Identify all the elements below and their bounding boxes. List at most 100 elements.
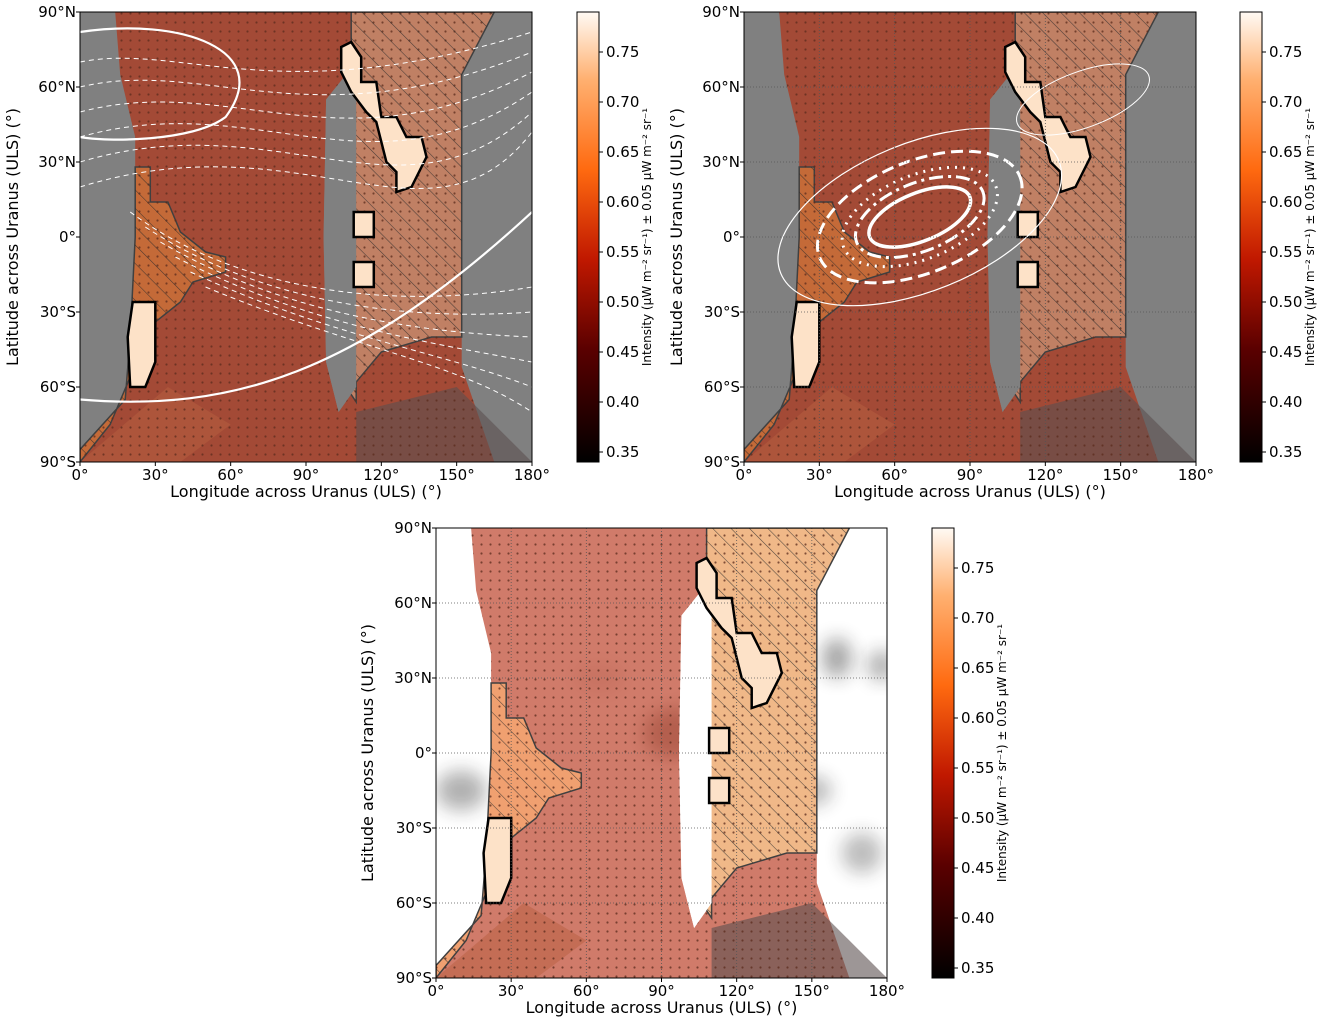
y-tick-label: 90°S xyxy=(704,453,740,471)
x-tick-label: 60° xyxy=(217,466,244,484)
x-tick-label: 30° xyxy=(806,466,833,484)
blob-mark xyxy=(866,650,887,681)
thin-outer-contour xyxy=(1016,63,1150,136)
x-tick-label: 180° xyxy=(869,982,905,1000)
y-tick-label: 0° xyxy=(59,228,76,246)
white-patch-box-1 xyxy=(1016,210,1040,239)
colorbar-tick-label: 0.40 xyxy=(606,393,639,411)
x-axis-label: Longitude across Uranus (ULS) (°) xyxy=(834,482,1106,501)
x-tick-label: 120° xyxy=(363,466,399,484)
chart-panel-1: 0° 30° 60° 90° 120° 150° 180° 90°S 60°S 30°S 0° 30°… xyxy=(3,3,654,501)
white-patch-box-2 xyxy=(1016,260,1040,289)
x-tick-label: 90° xyxy=(648,982,675,1000)
contour-dashed xyxy=(80,51,532,96)
white-patch-south xyxy=(126,300,157,389)
colorbar-tick-label: 0.40 xyxy=(1269,393,1302,411)
y-tick-label: 60°S xyxy=(704,378,740,396)
oval-contour-2 xyxy=(853,174,986,260)
y-tick-label: 30°N xyxy=(38,153,76,171)
colorbar-tick-label: 0.35 xyxy=(1269,443,1302,461)
white-patch-box-1 xyxy=(352,210,376,239)
x-tick-label: 30° xyxy=(498,982,525,1000)
colorbar-tick-label: 0.60 xyxy=(961,709,994,727)
x-tick-label: 150° xyxy=(794,982,830,1000)
white-patch-box-2 xyxy=(352,260,376,289)
x-tick-label: 150° xyxy=(1103,466,1139,484)
white-patch-south xyxy=(790,300,821,389)
colorbar-tick-label: 0.45 xyxy=(961,859,994,877)
colorbar-tick-label: 0.75 xyxy=(961,559,994,577)
plot-area xyxy=(436,528,887,978)
y-axis-label: Latitude across Uranus (ULS) (°) xyxy=(3,108,22,366)
right-hatch-overlay xyxy=(346,12,495,402)
colorbar-tick-label: 0.65 xyxy=(961,659,994,677)
x-tick-label: 90° xyxy=(957,466,984,484)
x-tick-label: 0° xyxy=(427,982,444,1000)
oval-contour-1 xyxy=(867,185,973,249)
y-tick-label: 30°N xyxy=(702,153,740,171)
x-tick-label: 60° xyxy=(573,982,600,1000)
colorbar xyxy=(1239,11,1263,463)
gap-region-top xyxy=(323,62,357,412)
y-tick-label: 90°N xyxy=(38,3,76,21)
plot-area xyxy=(80,12,532,462)
colorbar-tick-label: 0.70 xyxy=(1269,93,1302,111)
blob-mark xyxy=(821,638,852,678)
colorbar-tick-label: 0.65 xyxy=(606,143,639,161)
y-tick-label: 30°S xyxy=(40,303,76,321)
colorbar-tick-label: 0.70 xyxy=(606,93,639,111)
blob-mark xyxy=(841,833,882,873)
white-patch-north xyxy=(1003,40,1092,194)
x-tick-label: 150° xyxy=(439,466,475,484)
y-tick-label: 60°N xyxy=(38,78,76,96)
white-patch-north xyxy=(339,40,428,194)
contour-solid-north xyxy=(80,27,241,141)
colorbar-tick-label: 0.70 xyxy=(961,609,994,627)
chart-panel-2: 0° 30° 60° 90° 120° 150° 180° 90°S 60°S 30°S 0° 30°… xyxy=(667,3,1317,501)
contour-dashed xyxy=(80,71,532,119)
oval-contour-4 xyxy=(815,149,1024,285)
contour-solid-south xyxy=(80,211,532,403)
contour-dashed xyxy=(80,91,532,142)
gap-region-top xyxy=(679,578,712,928)
colorbar xyxy=(576,11,600,463)
blob-mark xyxy=(436,770,487,811)
colorbar-label: Intensity (μW m⁻² sr⁻¹) ± 0.05 μW m⁻² sr… xyxy=(640,108,654,366)
chart-panel-3: 0° 30° 60° 90° 120° 150° 180° 90°S 60°S 30°S 0° 30°… xyxy=(358,519,1009,1017)
colorbar-tick-label: 0.75 xyxy=(606,43,639,61)
colorbar-tick-label: 0.55 xyxy=(961,759,994,777)
contour-dashed xyxy=(80,111,532,166)
y-tick-label: 60°N xyxy=(702,78,740,96)
colorbar-tick-label: 0.35 xyxy=(606,443,639,461)
gap-region-top xyxy=(987,62,1021,412)
y-tick-label: 0° xyxy=(723,228,740,246)
contour-dashed xyxy=(160,241,532,338)
x-tick-label: 120° xyxy=(1027,466,1063,484)
y-tick-label: 30°N xyxy=(394,669,432,687)
colorbar-label: Intensity (μW m⁻² sr⁻¹) ± 0.05 μW m⁻² sr… xyxy=(1303,108,1317,366)
y-tick-label: 90°S xyxy=(40,453,76,471)
y-tick-label: 30°S xyxy=(396,819,432,837)
right-hatch-overlay xyxy=(701,528,850,918)
white-patch-box-2 xyxy=(707,776,731,805)
colorbar-tick-label: 0.45 xyxy=(606,343,639,361)
contour-dashed xyxy=(190,271,532,388)
x-tick-label: 90° xyxy=(293,466,320,484)
x-tick-label: 120° xyxy=(719,982,755,1000)
right-hatch-overlay xyxy=(1010,12,1159,402)
x-tick-label: 30° xyxy=(142,466,169,484)
oval-contour-5 xyxy=(777,127,1063,307)
colorbar-tick-label: 0.40 xyxy=(961,909,994,927)
x-tick-label: 180° xyxy=(514,466,550,484)
contour-dashed xyxy=(145,226,532,315)
y-axis-label: Latitude across Uranus (ULS) (°) xyxy=(358,624,377,882)
plot-area xyxy=(744,12,1196,462)
colorbar-tick-label: 0.50 xyxy=(606,293,639,311)
y-tick-label: 60°S xyxy=(40,378,76,396)
y-tick-label: 60°S xyxy=(396,894,432,912)
y-tick-label: 60°N xyxy=(394,594,432,612)
colorbar-tick-label: 0.55 xyxy=(606,243,639,261)
colorbar-tick-label: 0.45 xyxy=(1269,343,1302,361)
y-tick-label: 90°S xyxy=(396,969,432,987)
